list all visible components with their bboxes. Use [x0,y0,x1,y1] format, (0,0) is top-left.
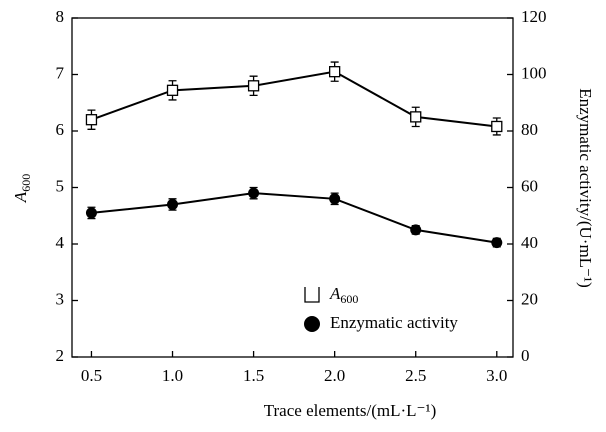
y2-axis-label: Enzymatic activity/(U·mL⁻¹) [576,88,595,288]
plot-frame [71,17,514,358]
x-axis-label: Trace elements/(mL·L⁻¹) [264,401,437,420]
y-tick-label: 6 [56,120,65,139]
y-tick-label: 8 [56,7,65,26]
x-tick-label: 3.0 [486,366,507,385]
y-tick-label: 5 [56,176,65,195]
x-tick-label: 2.0 [324,366,345,385]
y-axis-label: A600 [11,174,33,203]
y-tick-label: 2 [56,346,65,365]
x-tick-label: 0.5 [81,366,102,385]
data-point [491,120,503,133]
y-tick-label: 4 [56,233,65,252]
y2-tick-label: 20 [521,289,538,308]
y-tick-label: 3 [56,289,65,308]
series-line [91,192,497,244]
x-tick-label: 1.0 [162,366,183,385]
data-point [329,66,341,78]
y-tick-label: 7 [56,63,65,82]
data-point [491,237,503,249]
x-tick-label: 2.5 [405,366,426,385]
legend-swatch [304,287,320,303]
series-line [91,70,497,128]
y2-tick-label: 120 [521,7,547,26]
legend-label: A600 [329,284,358,306]
data-point [166,84,179,96]
legend-swatch [304,316,320,332]
x-tick-label: 1.5 [243,366,264,385]
data-point [329,193,341,205]
data-point [85,114,98,126]
y2-tick-label: 40 [521,233,538,252]
data-point [247,80,260,92]
data-point [410,224,422,236]
data-point [248,187,260,199]
y2-tick-label: 100 [521,63,547,82]
y2-tick-label: 0 [521,346,530,365]
legend-label: Enzymatic activity [330,313,458,332]
data-point [410,111,422,123]
data-point [85,207,97,219]
y2-tick-label: 80 [521,120,538,139]
y2-tick-label: 60 [521,176,538,195]
data-point [167,198,179,210]
